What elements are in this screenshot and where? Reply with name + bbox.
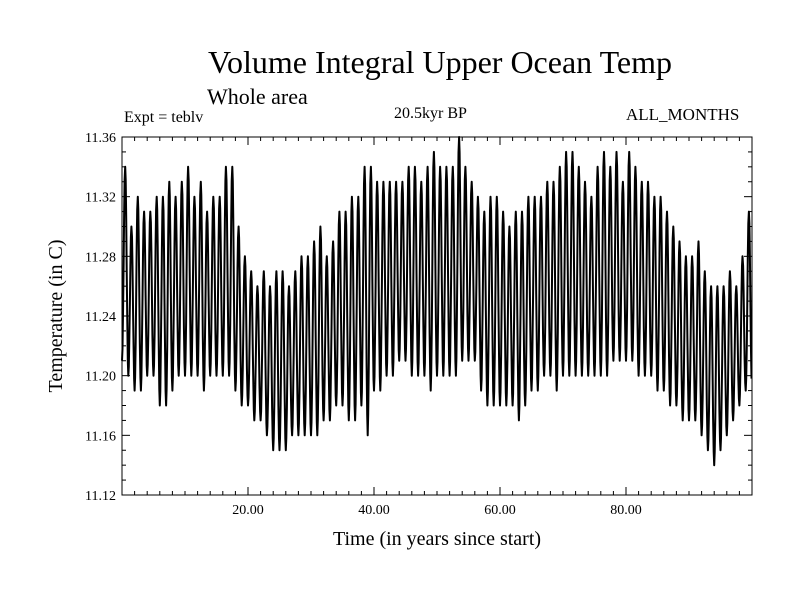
y-tick-label: 11.12 [85, 489, 116, 504]
y-tick-label: 11.24 [85, 310, 116, 325]
months-label: ALL_MONTHS [626, 105, 740, 124]
y-tick-label: 11.20 [85, 370, 116, 385]
plot-frame [121, 136, 753, 496]
tick-labels: 11.12 11.16 11.20 11.24 11.28 11.32 11.36 20.00… [85, 131, 642, 518]
axis-ticks [122, 136, 752, 496]
x-tick-label: 40.00 [358, 503, 390, 518]
experiment-label: Expt = teblv [124, 109, 204, 126]
temperature-series-line [121, 136, 753, 467]
x-axis-title: Time (in years since start) [333, 528, 541, 550]
x-tick-label: 80.00 [610, 503, 642, 518]
y-tick-label: 11.28 [85, 250, 116, 265]
chart-subtitle: Whole area [207, 84, 308, 109]
y-tick-label: 11.16 [85, 429, 116, 444]
x-tick-label: 20.00 [232, 503, 264, 518]
period-label: 20.5kyr BP [394, 105, 467, 122]
y-tick-label: 11.32 [85, 191, 116, 206]
x-tick-label: 60.00 [484, 503, 516, 518]
chart-title: Volume Integral Upper Ocean Temp [208, 44, 672, 80]
y-axis-title: Temperature (in C) [45, 240, 67, 393]
y-tick-label: 11.36 [85, 131, 116, 146]
